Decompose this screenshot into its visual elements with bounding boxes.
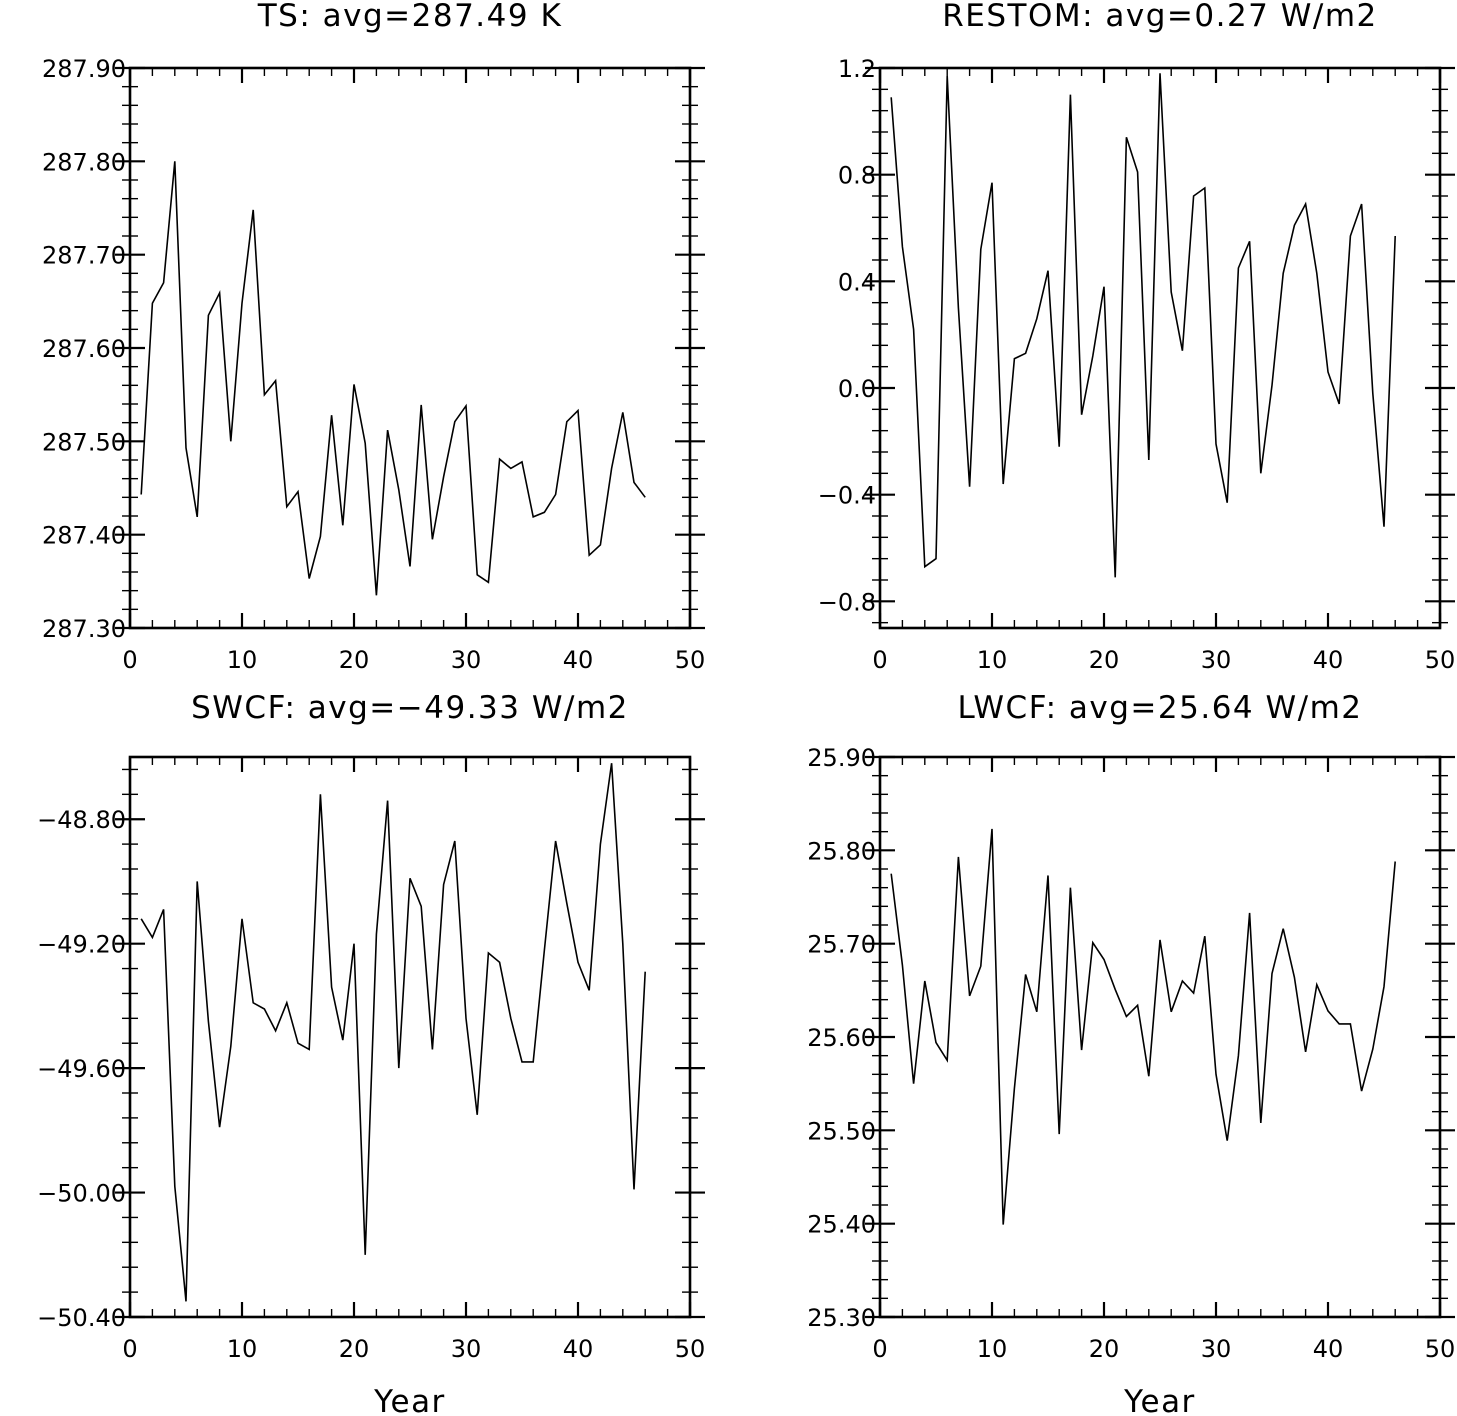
x-tick-label: 30 xyxy=(1201,646,1232,674)
series-line-swcf xyxy=(140,763,646,1302)
y-tick-label: 25.60 xyxy=(807,1024,876,1052)
x-tick-label: 30 xyxy=(451,646,482,674)
x-tick-label: 20 xyxy=(1089,646,1120,674)
x-tick-label: 0 xyxy=(872,646,887,674)
y-tick-label: −48.80 xyxy=(37,806,126,834)
x-tick-label: 40 xyxy=(563,646,594,674)
x-tick-label: 30 xyxy=(1201,1335,1232,1363)
plot-frame-restom xyxy=(878,66,1442,630)
x-tick-label: 10 xyxy=(977,1335,1008,1363)
plot-frame-ts xyxy=(128,66,692,630)
y-tick-label: 287.70 xyxy=(42,242,126,270)
x-tick-label: 0 xyxy=(872,1335,887,1363)
y-tick-label: 0.4 xyxy=(838,268,876,296)
x-tick-label: 20 xyxy=(1089,1335,1120,1363)
chart-title-ts: TS: avg=287.49 K xyxy=(257,0,563,34)
y-tick-label: 287.90 xyxy=(42,55,126,83)
panel-restom: RESTOM: avg=0.27 W/m2 0 10 20 30 40 50 −0.8 −0.4… xyxy=(818,0,1456,674)
x-tick-label: 0 xyxy=(122,646,137,674)
series-line-restom xyxy=(890,73,1396,578)
y-tick-label: 25.80 xyxy=(807,837,876,865)
y-tick-label: 287.40 xyxy=(42,522,126,550)
x-tick-label: 20 xyxy=(339,646,370,674)
y-tick-label: 287.80 xyxy=(42,148,126,176)
y-tick-label: 25.50 xyxy=(807,1117,876,1145)
y-tick-label: −49.60 xyxy=(37,1055,126,1083)
x-tick-label: 30 xyxy=(451,1335,482,1363)
chart-title-restom: RESTOM: avg=0.27 W/m2 xyxy=(942,0,1378,34)
x-tick-label: 40 xyxy=(563,1335,594,1363)
y-tick-label: 25.90 xyxy=(807,744,876,772)
x-tick-label: 20 xyxy=(339,1335,370,1363)
x-tick-label: 50 xyxy=(1425,646,1456,674)
y-tick-label: 287.60 xyxy=(42,335,126,363)
y-tick-label: 25.30 xyxy=(807,1304,876,1332)
series-line-ts xyxy=(140,161,646,596)
y-tick-label: −50.40 xyxy=(37,1304,126,1332)
x-tick-label: 10 xyxy=(227,646,258,674)
x-tick-label: 40 xyxy=(1313,646,1344,674)
y-tick-label: 287.30 xyxy=(42,615,126,643)
y-tick-label: −0.4 xyxy=(818,482,876,510)
plot-frame-swcf xyxy=(128,755,692,1319)
chart-title-swcf: SWCF: avg=−49.33 W/m2 xyxy=(191,690,629,726)
panel-ts: TS: avg=287.49 K 0 10 20 30 40 50 287.30 287.40 2… xyxy=(42,0,705,674)
chart-title-lwcf: LWCF: avg=25.64 W/m2 xyxy=(957,690,1362,726)
y-tick-label: 0.0 xyxy=(838,375,876,403)
x-tick-label: 50 xyxy=(675,1335,706,1363)
plot-frame-lwcf xyxy=(878,755,1442,1319)
y-tick-label: 25.40 xyxy=(807,1211,876,1239)
y-tick-label: 0.8 xyxy=(838,162,876,190)
x-axis-label-swcf: Year xyxy=(373,1384,446,1416)
x-tick-label: 0 xyxy=(122,1335,137,1363)
x-tick-label: 50 xyxy=(1425,1335,1456,1363)
y-tick-label: 1.2 xyxy=(838,55,876,83)
x-tick-label: 50 xyxy=(675,646,706,674)
series-line-lwcf xyxy=(890,828,1396,1225)
panel-lwcf: LWCF: avg=25.64 W/m2 0 10 20 30 40 50 25.30 25.4… xyxy=(807,690,1455,1416)
y-tick-label: −0.8 xyxy=(818,588,876,616)
panel-swcf: SWCF: avg=−49.33 W/m2 0 10 20 30 40 50 −50.40 −5… xyxy=(37,690,705,1416)
x-axis-label-lwcf: Year xyxy=(1123,1384,1196,1416)
x-tick-label: 10 xyxy=(977,646,1008,674)
x-tick-label: 40 xyxy=(1313,1335,1344,1363)
y-tick-label: 287.50 xyxy=(42,428,126,456)
y-tick-label: −50.00 xyxy=(37,1180,126,1208)
y-tick-label: 25.70 xyxy=(807,931,876,959)
x-tick-label: 10 xyxy=(227,1335,258,1363)
y-tick-label: −49.20 xyxy=(37,931,126,959)
